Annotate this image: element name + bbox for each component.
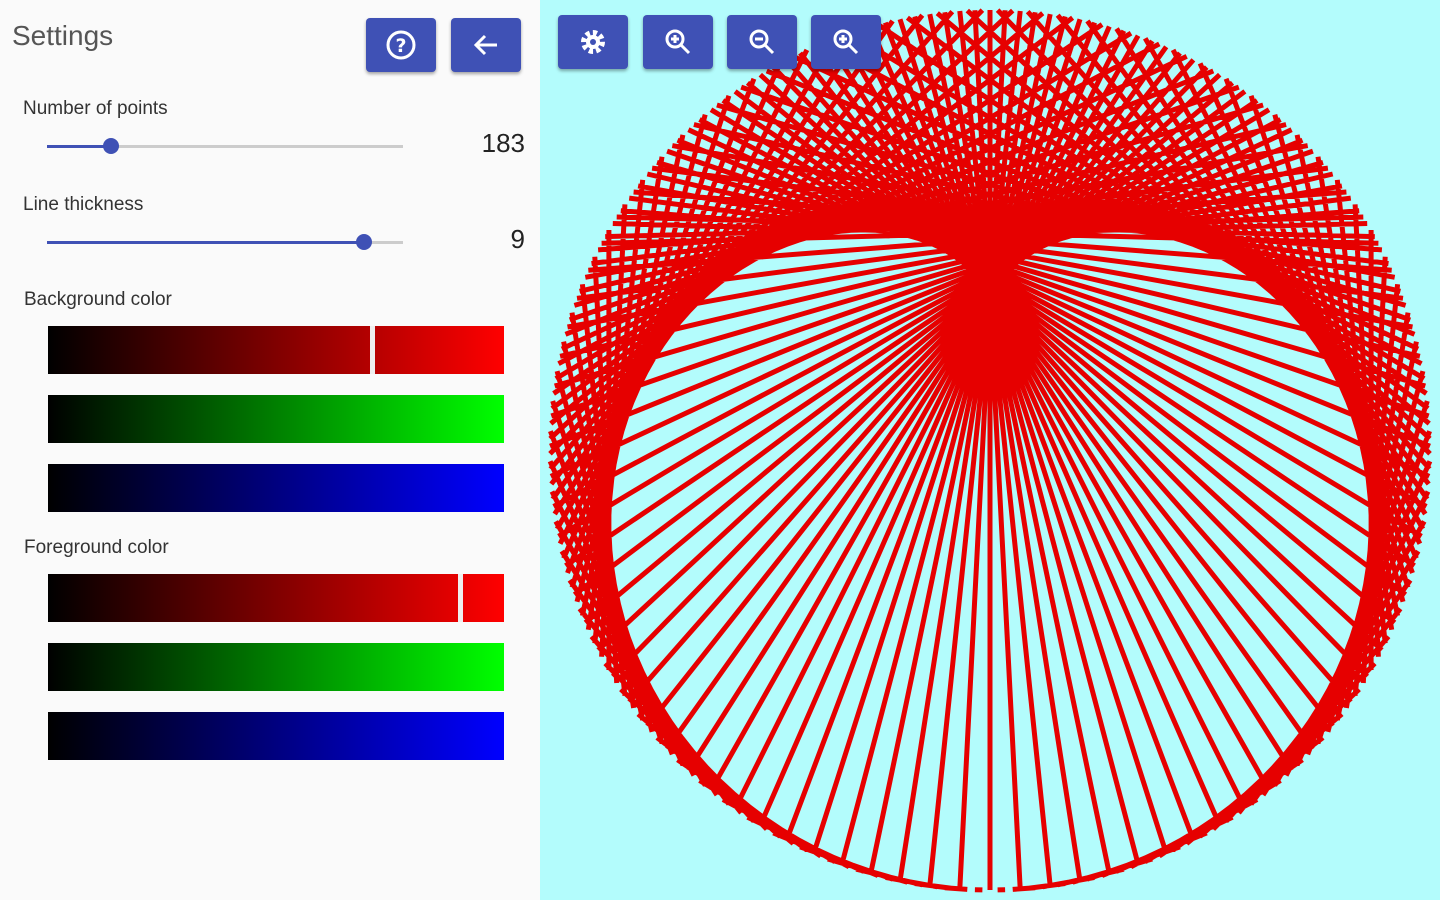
settings-button[interactable] [558, 15, 628, 69]
foreground-label: Foreground color [24, 537, 169, 558]
line-pattern [547, 8, 1433, 893]
bg-blue-slider[interactable] [48, 464, 504, 512]
drawing-canvas [540, 0, 1440, 900]
zoom-in-button[interactable] [811, 15, 881, 69]
background-label: Background color [24, 289, 172, 310]
thickness-label: Line thickness [23, 194, 144, 215]
settings-panel: Settings ? Number of points 183 Line thi… [0, 0, 540, 900]
points-slider[interactable] [103, 138, 119, 154]
panel-title: Settings [12, 20, 114, 51]
zoom-out-button[interactable] [727, 15, 797, 69]
zoom-fit-button[interactable] [643, 15, 713, 69]
thickness-value: 9 [510, 224, 525, 254]
bg-red-slider[interactable] [48, 326, 504, 374]
points-label: Number of points [23, 98, 168, 119]
help-button[interactable]: ? [366, 18, 436, 72]
back-button[interactable] [451, 18, 521, 72]
fg-green-slider[interactable] [48, 643, 504, 691]
svg-text:?: ? [395, 35, 406, 57]
points-value: 183 [481, 128, 525, 158]
fg-blue-slider[interactable] [48, 712, 504, 760]
fg-red-slider[interactable] [48, 574, 504, 622]
bg-green-slider[interactable] [48, 395, 504, 443]
thickness-slider[interactable] [356, 234, 372, 250]
